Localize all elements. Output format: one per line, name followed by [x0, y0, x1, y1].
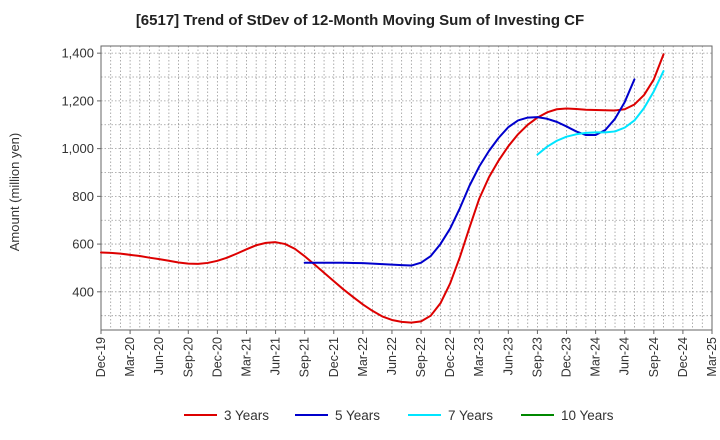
x-tick-label: Jun-24: [618, 337, 632, 375]
x-tick-label: Sep-21: [298, 337, 312, 377]
x-tick-label: Mar-23: [472, 337, 486, 377]
plot-area: 400 600 800 1,000 1,200 1,400 Dec-19 Mar-20 Jun-…: [61, 45, 719, 377]
x-tick-label: Jun-20: [152, 337, 166, 375]
x-tick-label: Mar-25: [705, 337, 719, 377]
y-tick-label: 600: [72, 237, 94, 252]
x-tick-label: Dec-22: [443, 337, 457, 377]
x-tick-label: Mar-21: [239, 337, 253, 377]
x-tick-label: Dec-23: [560, 337, 574, 377]
plot-frame: [100, 45, 713, 331]
y-tick-label: 1,200: [61, 93, 94, 108]
chart-title: [6517] Trend of StDev of 12-Month Moving…: [136, 12, 584, 29]
x-tick-label: Mar-20: [123, 337, 137, 377]
plot-background: [101, 46, 712, 330]
x-tick-label: Sep-22: [414, 337, 428, 377]
legend-label: 7 Years: [448, 408, 493, 423]
series-line-5-years: [303, 78, 636, 267]
x-tick-label: Mar-22: [356, 337, 370, 377]
y-tick-label: 800: [72, 189, 94, 204]
legend-label: 3 Years: [224, 408, 269, 423]
x-tick-label: Dec-21: [327, 337, 341, 377]
x-tick-label: Dec-19: [94, 337, 108, 377]
series-line-3-years: [100, 53, 665, 324]
x-tick-label: Jun-23: [501, 337, 515, 375]
x-tick-label: Dec-24: [676, 337, 690, 377]
y-tick-label: 1,000: [61, 141, 94, 156]
legend-label: 10 Years: [561, 408, 614, 423]
x-tick-label: Sep-23: [530, 337, 544, 377]
legend: 3 Years 5 Years 7 Years 10 Years: [184, 408, 614, 423]
x-tick-label: Sep-24: [647, 337, 661, 377]
y-tick-label: 1,400: [61, 46, 94, 61]
x-tick-label: Dec-20: [210, 337, 224, 377]
x-tick-label: Jun-22: [385, 337, 399, 375]
x-tick-label: Jun-21: [269, 337, 283, 375]
y-tick-label: 400: [72, 284, 94, 299]
x-tick-label: Sep-20: [181, 337, 195, 377]
y-axis-label: Amount (million yen): [7, 133, 22, 252]
series-line-7-years: [536, 70, 665, 156]
legend-label: 5 Years: [335, 408, 380, 423]
x-tick-label: Mar-24: [589, 337, 603, 377]
